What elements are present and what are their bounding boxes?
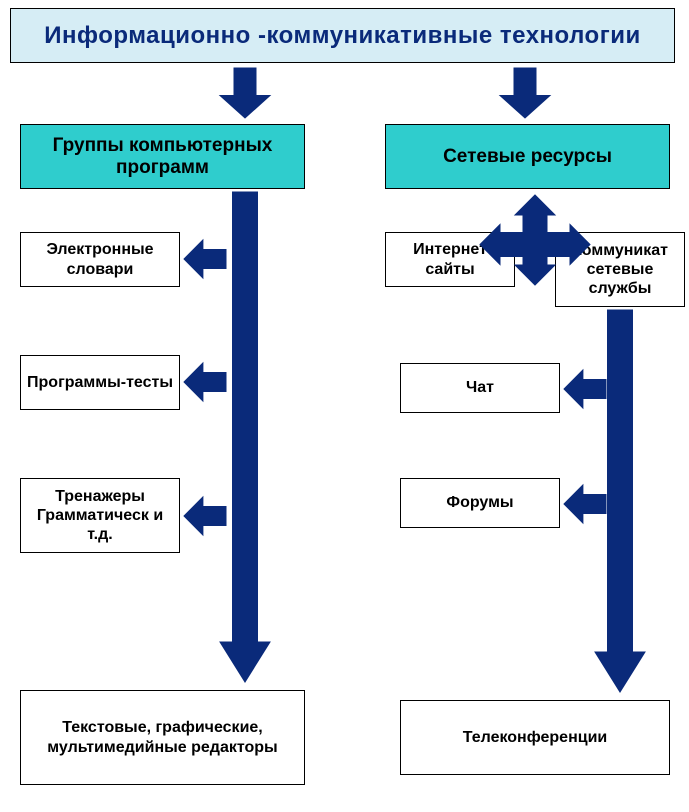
arrows [0,0,689,812]
